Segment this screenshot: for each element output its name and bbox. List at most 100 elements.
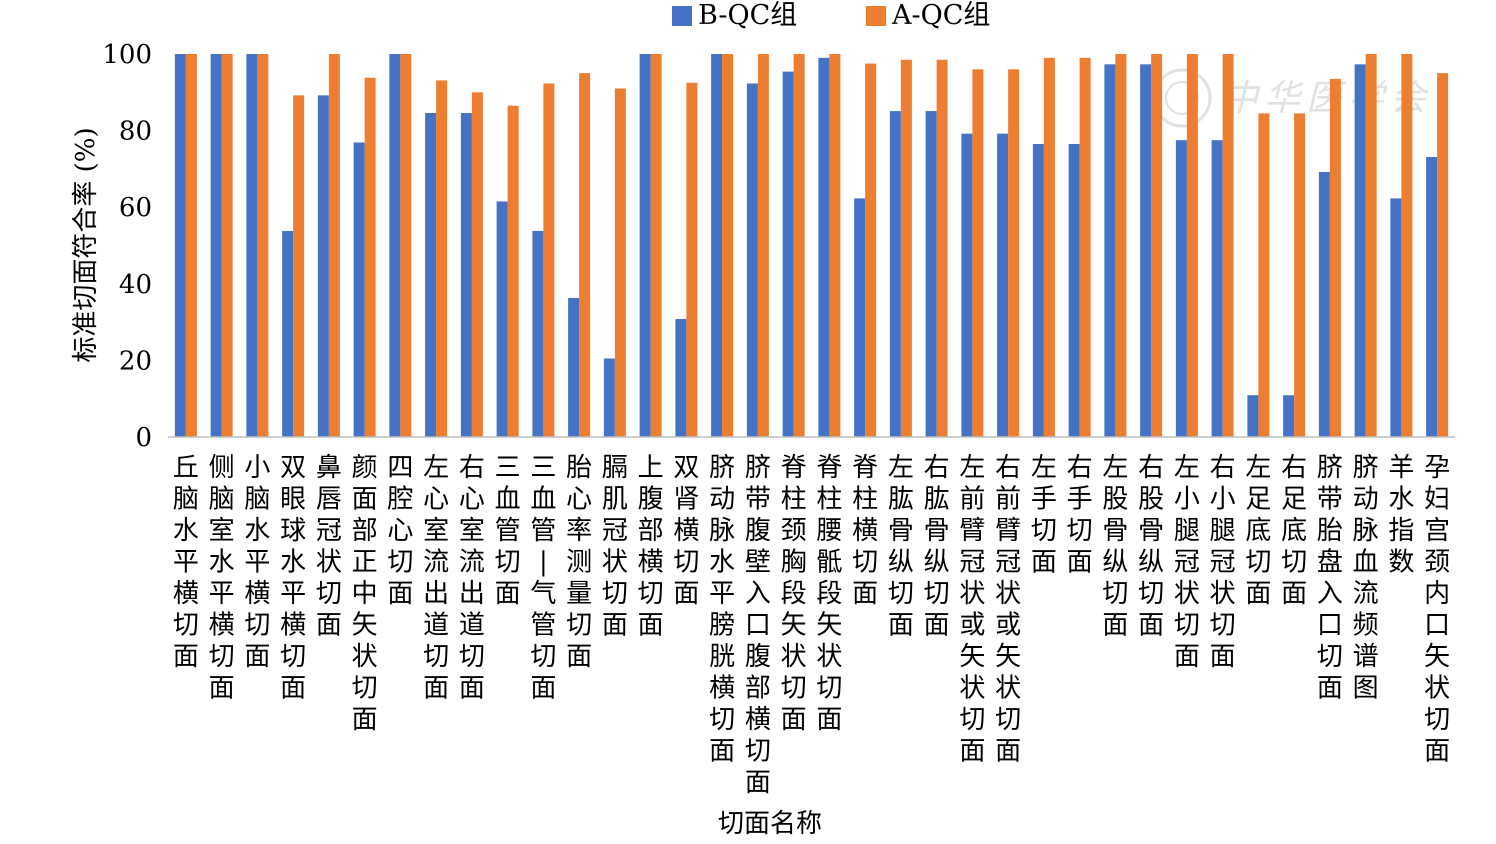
y-tick-label: 0 <box>135 423 152 453</box>
bar-b-qc <box>997 133 1009 437</box>
y-tick-label: 60 <box>119 193 152 223</box>
x-tick-label: 上腹部横切面 <box>638 453 664 641</box>
x-tick-label: 脐带腹壁入口腹部横切面 <box>745 453 771 798</box>
x-tick-label: 膈肌冠状切面 <box>602 453 628 641</box>
bar-b-qc <box>210 54 222 437</box>
x-tick-label: 右肱骨纵切面 <box>924 453 950 641</box>
bar-b-qc <box>854 198 866 437</box>
bar-a-qc <box>579 73 591 438</box>
x-tick-label: 左前臂冠状或矢状切面 <box>959 453 985 767</box>
bar-b-qc <box>460 112 472 437</box>
bars <box>174 54 1449 438</box>
x-tick-label: 颜面部正中矢状切面 <box>352 453 378 735</box>
bar-a-qc <box>1222 54 1234 437</box>
x-tick-label: 脊柱颈胸段矢状切面 <box>781 453 807 735</box>
bar-a-qc <box>865 63 877 437</box>
x-axis-title: 切面名称 <box>718 809 822 839</box>
bar-b-qc <box>1318 171 1330 437</box>
bar-b-qc <box>282 230 294 437</box>
bar-a-qc <box>650 54 662 437</box>
legend-label-a-qc: A-QC组 <box>891 0 990 31</box>
bar-a-qc <box>400 54 412 437</box>
bar-a-qc <box>1329 78 1341 437</box>
y-tick-label: 80 <box>119 117 152 147</box>
bar-a-qc <box>1365 54 1377 437</box>
y-tick-label: 20 <box>119 346 152 376</box>
bar-a-qc <box>293 95 305 438</box>
bar-a-qc <box>328 54 340 437</box>
bar-b-qc <box>496 201 508 437</box>
bar-b-qc <box>1104 64 1116 437</box>
bar-a-qc <box>257 54 269 437</box>
x-tick-label: 左手切面 <box>1031 453 1057 578</box>
y-axis: 0 20 40 60 80 100 <box>102 40 152 453</box>
bar-b-qc <box>1175 140 1187 437</box>
x-tick-label: 脐带胎盘入口切面 <box>1317 453 1343 704</box>
x-tick-label: 左肱骨纵切面 <box>888 453 914 641</box>
x-tick-label: 鼻唇冠状切面 <box>316 453 342 641</box>
bar-a-qc <box>543 83 555 438</box>
x-tick-label: 脊柱横切面 <box>852 453 878 609</box>
x-tick-label: 脊柱腰骶段矢状切面 <box>816 453 842 735</box>
bar-b-qc <box>1211 140 1223 437</box>
x-tick-label: 左足底切面 <box>1245 453 1271 609</box>
x-tick-label: 孕妇宫颈内口矢状切面 <box>1424 453 1450 767</box>
x-tick-label: 羊水指数 <box>1388 453 1414 578</box>
bar-b-qc <box>1354 64 1366 437</box>
bar-b-qc <box>1140 64 1152 437</box>
x-tick-label: 右小腿冠状切面 <box>1210 453 1236 672</box>
bar-a-qc <box>936 59 948 437</box>
bar-a-qc <box>1043 57 1055 437</box>
x-tick-label: 左心室流出道切面 <box>423 453 449 704</box>
x-tick-label: 丘脑水平横切面 <box>173 453 199 672</box>
watermark-text: 中华医学会 <box>1222 78 1432 119</box>
x-tick-label: 左小腿冠状切面 <box>1174 453 1200 672</box>
bar-b-qc <box>889 111 901 437</box>
bar-a-qc <box>1186 54 1198 437</box>
bar-b-qc <box>961 133 973 437</box>
y-axis-title: 标准切面符合率 (%) <box>71 127 101 362</box>
legend: B-QC组 A-QC组 <box>672 0 990 31</box>
bar-a-qc <box>1401 54 1413 437</box>
bar-a-qc <box>221 54 233 437</box>
x-tick-label: 双眼球水平横切面 <box>280 453 306 704</box>
x-tick-label: 脐动脉血流频谱图 <box>1353 453 1379 704</box>
bar-a-qc <box>1115 54 1127 437</box>
x-tick-label: 脐动脉水平膀胱横切面 <box>709 453 735 767</box>
bar-b-qc <box>1426 157 1438 437</box>
bar-a-qc <box>1079 57 1091 437</box>
x-tick-label: 右手切面 <box>1067 453 1093 578</box>
bar-b-qc <box>1283 395 1295 437</box>
x-tick-label: 双肾横切面 <box>673 453 699 609</box>
bar-a-qc <box>900 59 912 437</box>
bar-b-qc <box>389 54 401 437</box>
bar-b-qc <box>1390 198 1402 437</box>
bar-b-qc <box>782 71 794 438</box>
watermark: 中华医学会 <box>1152 68 1432 128</box>
x-tick-label: 右足底切面 <box>1281 453 1307 609</box>
x-tick-label: 侧脑室水平横切面 <box>209 453 235 704</box>
x-tick-label: 右股骨纵切面 <box>1138 453 1164 641</box>
legend-label-b-qc: B-QC组 <box>698 0 797 31</box>
x-tick-label: 右前臂冠状或矢状切面 <box>995 453 1021 767</box>
x-tick-label: 右心室流出道切面 <box>459 453 485 704</box>
bar-b-qc <box>174 54 186 437</box>
bar-a-qc <box>507 105 519 437</box>
bar-b-qc <box>818 57 830 437</box>
bar-a-qc <box>1008 69 1020 437</box>
bar-a-qc <box>436 80 448 438</box>
x-tick-label: 三血管切面 <box>495 453 521 609</box>
bar-b-qc <box>603 358 615 437</box>
bar-b-qc <box>639 54 651 437</box>
bar-b-qc <box>532 230 544 437</box>
bar-b-qc <box>746 83 758 438</box>
x-tick-label: 胎心率测量切面 <box>566 453 592 672</box>
x-tick-label: 四腔心切面 <box>387 453 413 609</box>
bar-b-qc <box>711 54 723 437</box>
bar-b-qc <box>1247 395 1259 437</box>
x-tick-label: 小脑水平横切面 <box>244 453 270 672</box>
bar-a-qc <box>972 69 984 437</box>
bar-a-qc <box>1437 73 1449 438</box>
bar-b-qc <box>1068 144 1080 437</box>
